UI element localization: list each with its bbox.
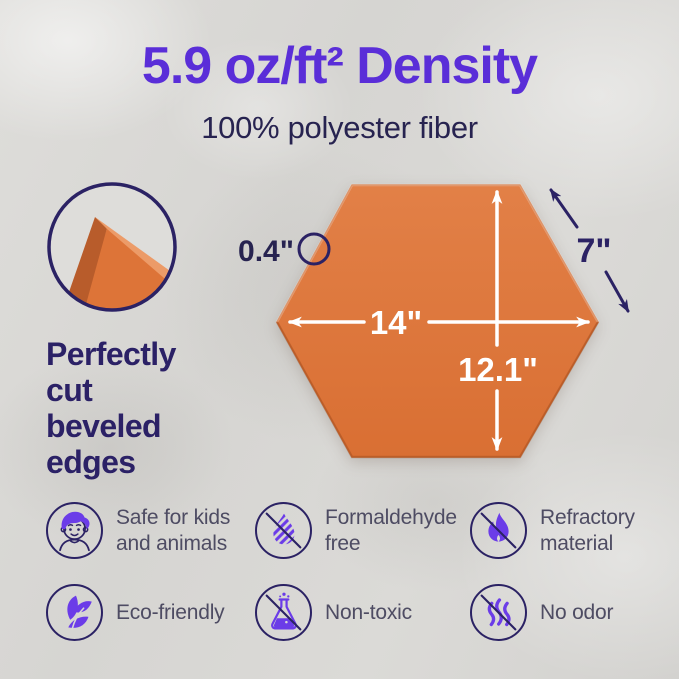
feature-label: Eco-friendly [116,600,225,624]
feature-label: No odor [540,600,614,624]
odor-icon [470,584,527,641]
bevel-detail-ring [47,182,177,312]
side-label: 7" [576,232,611,270]
feature-label: Refractory material [540,505,635,555]
flask-icon [255,584,312,641]
feature-non-toxic: Non-toxic [255,584,412,641]
feature-refractory-material: Refractory material [470,502,635,559]
bevel-caption: Perfectly cut beveled edges [46,336,176,481]
width-label: 14" [370,304,422,341]
height-label: 12.1" [458,351,538,388]
hexagon-diagram: 14" 12.1" 7" 0.4" [238,183,630,459]
feature-formaldehyde-free: Formaldehyde free [255,502,457,559]
thickness-label: 0.4" [238,235,294,268]
feature-eco-friendly: Eco-friendly [46,584,225,641]
feature-safe-for-kids: Safe for kids and animals [46,502,230,559]
flame-icon [470,502,527,559]
feature-label: Non-toxic [325,600,412,624]
feature-label: Formaldehyde free [325,505,457,555]
page-title: 5.9 oz/ft² Density [141,37,538,95]
bevel-detail [47,182,177,312]
hexagon-bottom-bevel-shadow [275,321,600,459]
side-arrow [549,188,630,313]
feature-label: Safe for kids and animals [116,505,231,555]
eco-icon [46,584,103,641]
hexagon-top-bevel-highlight [275,183,600,323]
kid-icon [46,502,103,559]
feature-no-odor: No odor [470,584,614,641]
thickness-circle [297,232,331,266]
formaldehyde-icon [255,502,312,559]
subtitle: 100% polyester fiber [201,110,478,145]
